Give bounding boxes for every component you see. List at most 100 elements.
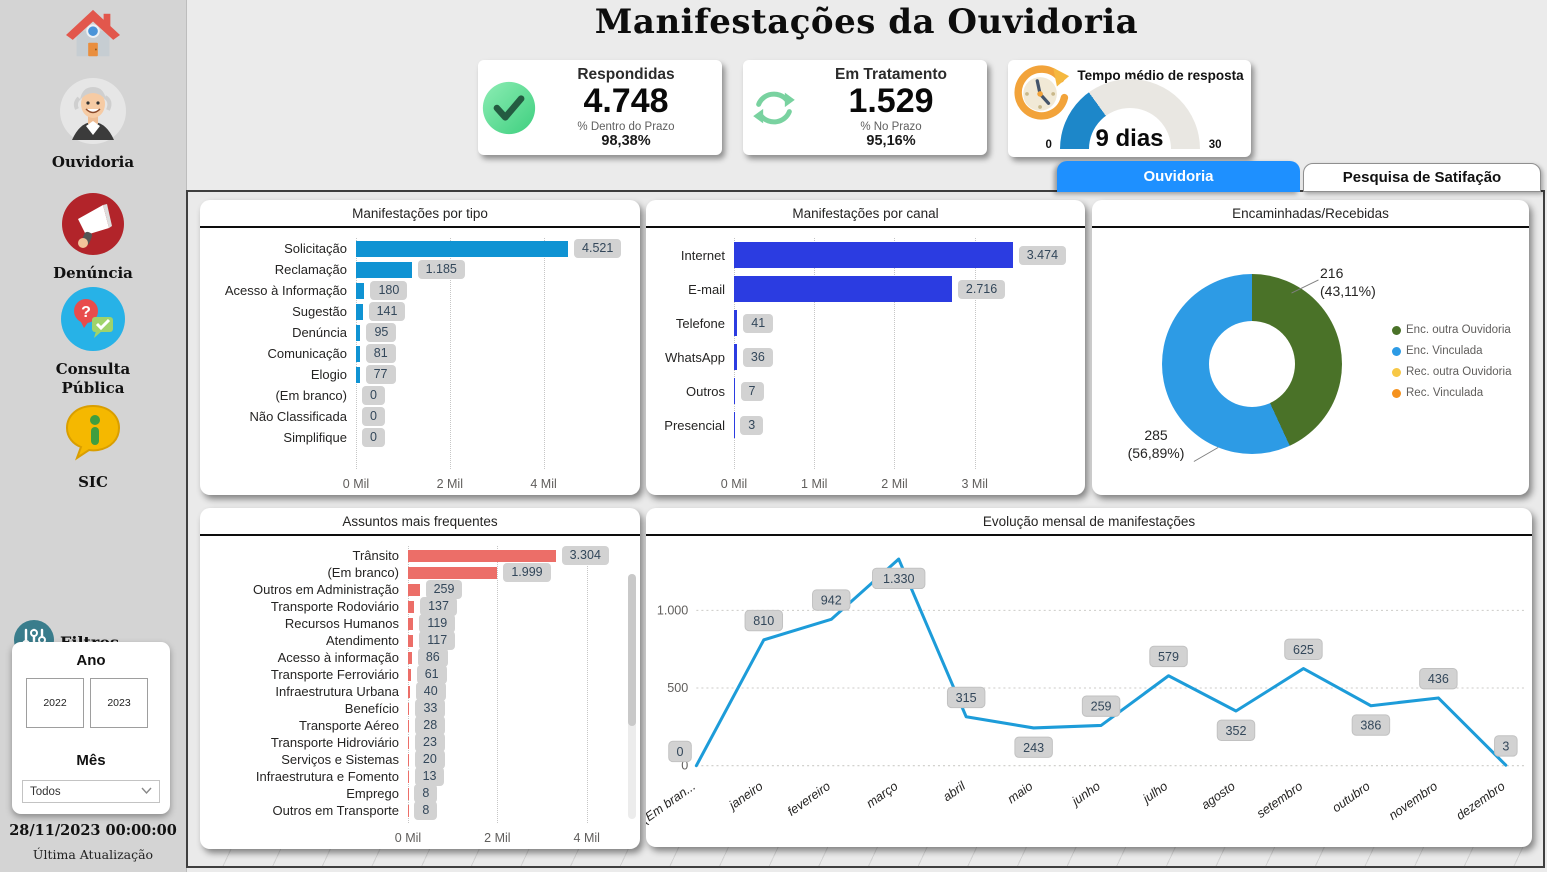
kpi-title: Respondidas bbox=[577, 66, 675, 84]
sidebar-item-consulta-publica[interactable]: ? Consulta Pública bbox=[0, 287, 186, 398]
bar-value-label: 2.716 bbox=[957, 279, 1006, 299]
bar-track: 0 bbox=[356, 427, 628, 448]
chart-card-assuntos-mais-frequentes: Assuntos mais frequentes Trânsito 3.304 (E… bbox=[200, 508, 640, 849]
sidebar-item-ouvidoria[interactable]: Ouvidoria bbox=[0, 78, 186, 172]
label-text: 942 bbox=[821, 594, 842, 608]
gauge-min-label: 0 bbox=[1045, 139, 1052, 151]
line-point-label: 3 bbox=[1494, 735, 1518, 757]
bar-category-label: Outros em Administração bbox=[253, 582, 399, 597]
bar[interactable] bbox=[408, 651, 412, 664]
bar[interactable] bbox=[734, 344, 737, 370]
bar-track: 77 bbox=[356, 364, 628, 385]
bar-track: 119 bbox=[408, 614, 618, 633]
legend-label: Rec. outra Ouvidoria bbox=[1406, 366, 1512, 378]
bar-track: 2.716 bbox=[734, 272, 1071, 306]
tab-pesquisa-de-satisfacao[interactable]: Pesquisa de Satifação bbox=[1303, 163, 1541, 192]
chart-title: Evolução mensal de manifestações bbox=[646, 508, 1532, 536]
donut-ring[interactable] bbox=[1162, 274, 1342, 454]
bar[interactable] bbox=[734, 310, 738, 336]
x-axis: 0 Mil 2 Mil 4 Mil bbox=[343, 473, 628, 495]
bar[interactable] bbox=[734, 378, 735, 404]
label-pill bbox=[1284, 638, 1323, 660]
gridline bbox=[543, 238, 545, 469]
bar[interactable] bbox=[734, 276, 952, 302]
legend-item[interactable]: Rec. outra Ouvidoria bbox=[1392, 366, 1511, 378]
sidebar-item-sic[interactable]: SIC bbox=[0, 402, 186, 492]
legend-item[interactable]: Rec. Vinculada bbox=[1392, 387, 1511, 399]
bar-row: Emprego 8 bbox=[208, 784, 618, 803]
bar-category-label: Trânsito bbox=[352, 548, 399, 563]
bar-value-label: 0 bbox=[362, 386, 385, 405]
label-pill bbox=[668, 740, 692, 763]
x-axis-label: junho bbox=[1068, 779, 1103, 809]
bar-row: Infraestrutura Urbana 40 bbox=[208, 682, 618, 701]
bar-track: 117 bbox=[408, 631, 618, 650]
refresh-arrows-icon bbox=[743, 81, 805, 135]
bar-value-label: 3 bbox=[740, 415, 764, 435]
label-pill bbox=[1419, 667, 1458, 690]
bar-category-label: Não Classificada bbox=[249, 409, 347, 424]
x-axis-label: dezembro bbox=[1454, 779, 1508, 823]
tab-ouvidoria[interactable]: Ouvidoria bbox=[1057, 161, 1300, 192]
chart-card-evolucao-mensal: Evolução mensal de manifestações 0 500 1.0… bbox=[646, 508, 1532, 847]
bar[interactable] bbox=[408, 600, 415, 613]
bar[interactable] bbox=[356, 303, 363, 320]
line-series[interactable] bbox=[694, 557, 1508, 768]
sidebar-item-denuncia[interactable]: Denúncia bbox=[0, 193, 186, 283]
bar[interactable] bbox=[408, 719, 410, 732]
bar[interactable] bbox=[408, 753, 409, 766]
x-axis-label: outubro bbox=[1330, 779, 1373, 815]
bar[interactable] bbox=[408, 583, 420, 596]
legend-item[interactable]: Enc. outra Ouvidoria bbox=[1392, 324, 1511, 336]
bar[interactable] bbox=[356, 261, 412, 278]
gridline bbox=[497, 546, 499, 823]
bar[interactable] bbox=[356, 240, 569, 257]
bar-value-label: 119 bbox=[419, 614, 456, 633]
bar[interactable] bbox=[408, 685, 410, 698]
bar-value-label: 4.521 bbox=[574, 239, 622, 258]
label-pill bbox=[1149, 645, 1188, 668]
bar-category-label: Comunicação bbox=[267, 346, 348, 361]
bar-category-label: Solicitação bbox=[284, 241, 347, 256]
bar[interactable] bbox=[408, 770, 409, 783]
bar[interactable] bbox=[356, 366, 360, 383]
bar-row: Recursos Humanos 119 bbox=[208, 614, 618, 633]
bar[interactable] bbox=[408, 634, 414, 647]
bar-row: Atendimento 117 bbox=[208, 631, 618, 650]
label-text: 579 bbox=[1158, 650, 1179, 664]
bar-value-label: 95 bbox=[366, 323, 397, 342]
sidebar-item-label: Consulta Pública bbox=[55, 360, 131, 397]
bar-track: 1.185 bbox=[356, 259, 628, 280]
legend-item[interactable]: Enc. Vinculada bbox=[1392, 345, 1511, 357]
label-text: 3 bbox=[1502, 739, 1509, 753]
sidebar: Ouvidoria Denúncia ? Co bbox=[0, 0, 187, 872]
bar-value-label: 40 bbox=[415, 682, 446, 701]
month-dropdown[interactable]: Todos bbox=[22, 780, 160, 803]
sidebar-item-home[interactable] bbox=[0, 8, 186, 67]
bar[interactable] bbox=[356, 282, 365, 299]
bar-track: 3.304 bbox=[408, 546, 618, 565]
bar-row: Simplifique 0 bbox=[208, 427, 628, 448]
x-axis-tick: 1 Mil bbox=[801, 477, 828, 491]
bar[interactable] bbox=[408, 668, 411, 681]
bar[interactable] bbox=[356, 345, 360, 362]
label-pill bbox=[872, 567, 926, 590]
bar[interactable] bbox=[356, 324, 361, 341]
year-filter-label: Ano bbox=[76, 652, 106, 669]
bar-category-label: Infraestrutura e Fomento bbox=[255, 769, 399, 784]
bar[interactable] bbox=[408, 566, 498, 579]
year-filter-2023[interactable]: 2023 bbox=[90, 678, 148, 728]
bar[interactable] bbox=[734, 242, 1013, 268]
bar-track: 61 bbox=[408, 665, 618, 684]
year-filter-2022[interactable]: 2022 bbox=[26, 678, 84, 728]
bar[interactable] bbox=[408, 549, 556, 562]
legend-label: Enc. outra Ouvidoria bbox=[1406, 324, 1511, 336]
scrollbar-thumb[interactable] bbox=[628, 574, 636, 726]
bar[interactable] bbox=[408, 736, 410, 749]
bar[interactable] bbox=[408, 702, 410, 715]
donut-callout-enc-outra: 216 (43,11%) bbox=[1320, 264, 1376, 300]
bar-track: 81 bbox=[356, 343, 628, 364]
bar[interactable] bbox=[408, 617, 414, 630]
scrollbar[interactable] bbox=[628, 574, 636, 819]
bar-track: 8 bbox=[408, 784, 618, 803]
